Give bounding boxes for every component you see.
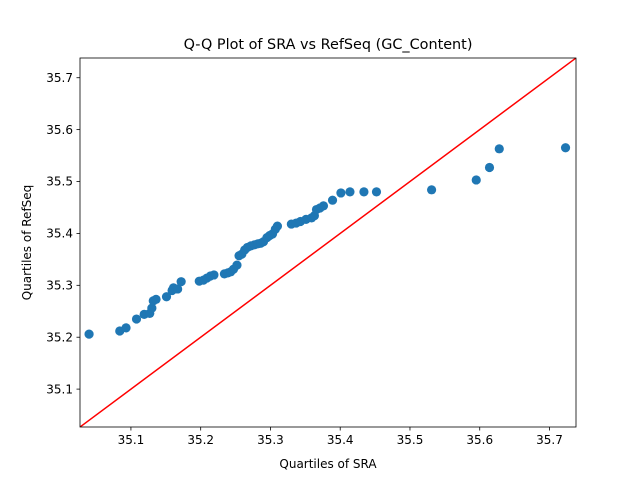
- data-point-51: [371, 187, 382, 197]
- data-point-46: [318, 201, 329, 211]
- data-point-53: [471, 175, 481, 185]
- y-tick-label-4: 35.5: [46, 175, 73, 189]
- x-tick-label-3: 35.4: [327, 433, 354, 447]
- y-axis-label: Quartiles of RefSeq: [20, 185, 34, 301]
- data-point-3: [131, 314, 142, 324]
- x-tick-label-1: 35.2: [187, 433, 214, 447]
- data-point-23: [232, 260, 242, 270]
- data-point-47: [327, 195, 338, 205]
- x-tick-label-6: 35.7: [536, 433, 563, 447]
- data-point-55: [494, 144, 504, 154]
- data-point-6: [147, 303, 157, 313]
- data-point-49: [345, 187, 355, 197]
- data-point-37: [272, 221, 283, 231]
- y-tick-label-0: 35.1: [46, 382, 73, 396]
- x-tick-label-5: 35.6: [466, 433, 493, 447]
- x-axis-label: Quartiles of SRA: [279, 457, 377, 471]
- y-tick-label-2: 35.3: [46, 279, 73, 293]
- data-point-13: [176, 277, 186, 287]
- plot-area: [80, 58, 576, 427]
- x-tick-label-4: 35.5: [397, 433, 424, 447]
- y-tick-label-1: 35.2: [46, 330, 73, 344]
- data-point-56: [560, 143, 571, 153]
- data-point-52: [426, 185, 437, 195]
- y-tick-label-6: 35.7: [46, 71, 73, 85]
- data-point-50: [359, 187, 369, 197]
- data-point-8: [151, 294, 161, 304]
- data-point-12: [173, 284, 183, 294]
- axes-frame: [79, 57, 577, 428]
- chart-title: Q-Q Plot of SRA vs RefSeq (GC_Content): [184, 37, 473, 53]
- axes: 35.1 35.2 35.3 35.4 35.5 35.6 35.7 35.1 35.2 35.3…: [46, 71, 563, 447]
- data-point-2: [121, 323, 131, 333]
- x-tick-label-0: 35.1: [118, 433, 145, 447]
- y-tick-label-5: 35.6: [46, 123, 73, 137]
- y-tick-label-3: 35.4: [46, 227, 73, 241]
- data-point-9: [161, 292, 172, 302]
- x-tick-label-2: 35.3: [257, 433, 284, 447]
- data-point-48: [336, 188, 346, 198]
- data-point-54: [484, 162, 495, 173]
- data-point-18: [209, 270, 219, 280]
- reference-line: [80, 58, 576, 427]
- data-point-0: [84, 329, 94, 339]
